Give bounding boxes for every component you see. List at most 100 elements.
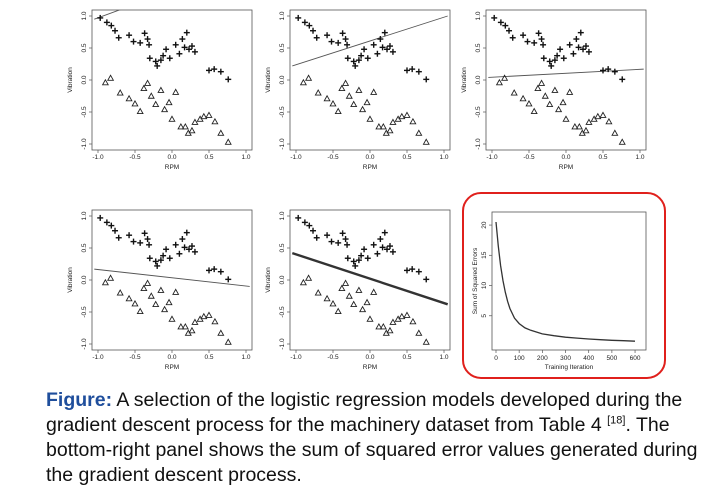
- triangle-point: [191, 318, 199, 325]
- plus-point: [531, 39, 538, 46]
- y-axis-label: Sum of Squared Errors: [472, 247, 479, 314]
- plus-point: [225, 276, 232, 283]
- caption-reference: [18]: [607, 414, 626, 427]
- y-tick-label: 0.5: [279, 243, 286, 252]
- plus-point: [328, 38, 335, 45]
- caption-text-end: . The bottom-right panel shows the sum o…: [46, 414, 698, 486]
- y-tick-label: 1.0: [81, 211, 88, 220]
- triangle-point: [147, 92, 155, 99]
- y-tick-label: 5: [481, 314, 488, 318]
- scatter-panel-2: -1.0 -0.5 0.0 0.5 1.0 RPM -1.0 -0.5 0.0 0.5 1.0 Vib…: [265, 9, 451, 171]
- triangle-point: [525, 99, 533, 107]
- plus-point: [379, 44, 386, 51]
- y-axis-label: Vibration: [67, 267, 74, 293]
- plus-point: [577, 29, 584, 36]
- y-tick-label: 0.0: [279, 75, 286, 84]
- triangle-point: [345, 92, 353, 99]
- plus-point: [328, 238, 335, 245]
- triangle-point: [562, 115, 570, 122]
- plus-point: [306, 22, 313, 29]
- plus-point: [108, 22, 115, 29]
- plus-point: [585, 48, 592, 55]
- x-tick-label: -0.5: [129, 154, 141, 161]
- triangle-point: [116, 289, 124, 296]
- triangle-point: [101, 78, 109, 86]
- plus-point: [191, 48, 198, 55]
- plus-point: [188, 243, 195, 250]
- x-tick-label: -1.0: [486, 154, 498, 161]
- triangle-point: [144, 79, 152, 86]
- plus-point: [160, 52, 167, 59]
- plus-point: [409, 266, 416, 273]
- triangle-point: [398, 312, 406, 320]
- plus-point: [560, 55, 567, 62]
- plus-point: [361, 246, 368, 253]
- plus-point: [141, 30, 148, 37]
- plus-point: [605, 66, 612, 73]
- plus-point: [126, 232, 133, 239]
- scatter-panel-5: -1.0 -0.5 0.0 0.5 1.0 RPM -1.0 -0.5 0.0 0.5 1.0 Vib…: [265, 209, 451, 371]
- plus-point: [146, 241, 153, 248]
- decision-boundary-line: [291, 251, 449, 306]
- plus-point: [183, 229, 190, 236]
- triangle-point: [188, 126, 196, 134]
- triangle-point: [366, 315, 374, 322]
- triangle-point: [323, 294, 331, 302]
- triangle-point: [131, 299, 139, 307]
- plus-point: [211, 66, 218, 73]
- y-tick-label: -0.5: [279, 306, 286, 318]
- plus-point: [103, 219, 110, 226]
- triangle-point: [136, 107, 144, 115]
- triangle-point: [211, 317, 219, 325]
- plus-point: [358, 252, 365, 259]
- x-tick-label: 0.5: [402, 354, 411, 361]
- plus-point: [152, 258, 159, 265]
- triangle-point: [211, 117, 219, 125]
- triangle-point: [323, 94, 331, 102]
- x-tick-label: -0.5: [327, 154, 339, 161]
- y-tick-label: -1.0: [279, 138, 286, 150]
- y-axis-label: Vibration: [265, 67, 272, 93]
- plus-point: [310, 227, 317, 234]
- triangle-point: [415, 329, 423, 336]
- plus-point: [181, 244, 188, 251]
- plus-point: [540, 41, 547, 48]
- triangle-point: [370, 288, 378, 295]
- plus-point: [154, 62, 161, 69]
- plus-point: [306, 222, 313, 229]
- plus-point: [538, 36, 545, 43]
- plus-point: [295, 14, 302, 21]
- triangle-point: [611, 129, 619, 136]
- y-tick-label: 1.0: [279, 211, 286, 220]
- plus-point: [370, 41, 377, 48]
- plus-point: [186, 246, 193, 253]
- highlight-frame: [462, 192, 666, 379]
- scatter-panel-1: -1.0 -0.5 0.0 0.5 1.0 RPM -1.0 -0.5 0.0 0.5 1.0 Vib…: [67, 9, 253, 171]
- plus-point: [350, 258, 357, 265]
- plus-point: [352, 62, 359, 69]
- triangle-point: [188, 326, 196, 334]
- plus-point: [377, 36, 384, 43]
- triangle-point: [131, 99, 139, 107]
- error-curve-panel: 0 100 200 300 400 500 600 Training Iteration 5 10…: [462, 192, 666, 379]
- triangle-point: [205, 111, 213, 118]
- y-tick-label: 0.5: [279, 43, 286, 52]
- triangle-point: [538, 79, 546, 86]
- triangle-point: [314, 89, 322, 96]
- x-tick-label: 1.0: [439, 154, 448, 161]
- plus-point: [423, 276, 430, 283]
- plus-point: [361, 46, 368, 53]
- plus-point: [339, 30, 346, 37]
- triangle-point: [147, 292, 155, 299]
- plus-point: [144, 236, 151, 243]
- plus-point: [381, 29, 388, 36]
- plus-point: [364, 255, 371, 262]
- plus-point: [211, 266, 218, 273]
- plus-point: [112, 27, 119, 34]
- plus-point: [310, 27, 317, 34]
- plus-point: [172, 241, 179, 248]
- triangle-point: [157, 86, 165, 93]
- plus-point: [358, 52, 365, 59]
- triangle-point: [165, 98, 173, 106]
- plus-point: [172, 41, 179, 48]
